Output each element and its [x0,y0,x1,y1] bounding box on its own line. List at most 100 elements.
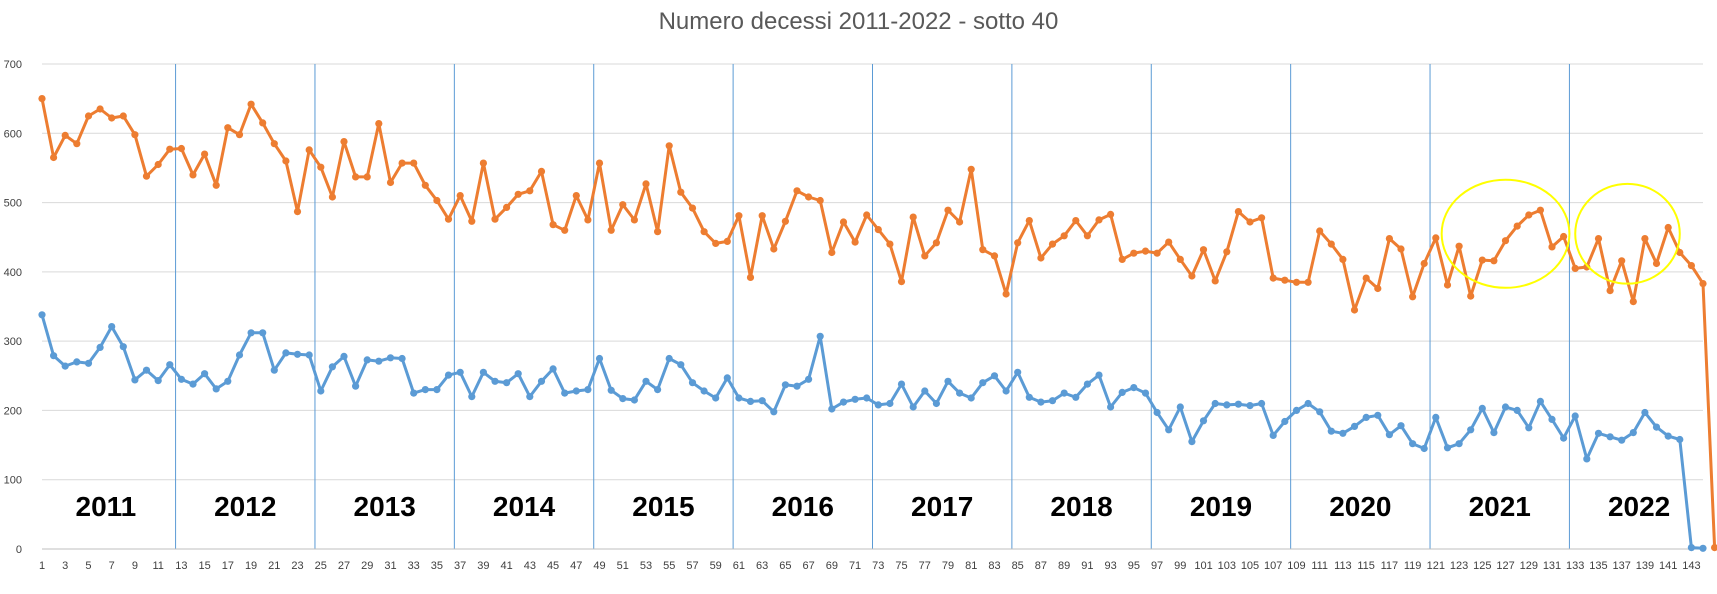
data-point [1606,433,1614,441]
y-tick-label: 700 [4,59,22,71]
x-tick-label: 47 [570,560,582,572]
data-point [1060,389,1068,397]
x-tick-label: 59 [710,560,722,572]
data-point [1583,263,1591,271]
data-point [828,248,836,257]
data-point [456,368,464,376]
data-point [479,159,487,167]
data-point [1095,216,1103,224]
data-point [572,192,580,200]
data-point [1118,388,1126,396]
data-point [921,387,929,395]
data-point [677,188,685,196]
data-point [909,403,917,411]
data-point [398,159,406,167]
data-point [607,386,615,394]
data-point [1327,240,1335,248]
data-point [189,171,197,179]
data-point [1095,371,1103,379]
data-point [1629,298,1637,306]
data-point [839,398,848,406]
data-point [282,349,290,357]
data-point [595,354,604,363]
data-point [723,237,731,245]
data-point [909,213,917,221]
data-point [1316,408,1324,416]
x-tick-label: 117 [1381,560,1399,572]
data-point [630,396,639,404]
x-tick-label: 105 [1241,560,1259,572]
x-tick-label: 31 [384,560,396,572]
data-point [665,354,673,363]
data-point [363,173,371,181]
data-point [851,238,859,246]
data-point [398,354,406,363]
x-tick-label: 73 [872,560,884,572]
data-point [142,172,151,180]
data-point [1176,255,1184,263]
data-point [1478,404,1486,412]
year-label: 2014 [493,491,556,522]
data-point [654,228,662,236]
data-point [1304,278,1312,286]
x-tick-label: 75 [895,560,907,572]
x-tick-label: 119 [1404,560,1422,572]
data-point [746,273,755,281]
data-point [700,228,708,236]
data-point [1130,249,1138,257]
data-point [224,377,232,385]
x-tick-label: 103 [1218,560,1236,572]
data-point [712,394,720,402]
x-tick-label: 29 [361,560,373,572]
data-point [1687,262,1695,270]
data-point [305,146,313,154]
data-point [235,351,244,359]
data-point [305,351,313,359]
data-point [712,239,720,247]
data-point [874,226,882,234]
data-point [537,377,546,385]
x-tick-label: 33 [408,560,420,572]
data-point [526,393,534,401]
data-point [1153,249,1161,257]
data-point [526,187,534,195]
data-point [38,311,46,319]
chart-title: Numero decessi 2011-2022 - sotto 40 [658,8,1059,35]
data-point [503,203,511,211]
data-point [1664,223,1672,232]
data-point [1397,245,1405,253]
data-point [1664,432,1672,440]
year-label: 2018 [1050,491,1112,522]
data-point [1211,277,1219,285]
data-point [166,361,174,369]
x-tick-label: 11 [152,560,163,572]
x-tick-label: 125 [1473,560,1491,572]
data-point [1490,257,1498,265]
data-point [514,370,522,378]
data-point [642,180,650,188]
year-label: 2020 [1329,491,1391,522]
data-point [1362,413,1370,421]
year-label: 2022 [1608,491,1670,522]
data-point [328,363,336,371]
data-point [758,397,766,405]
year-label: 2016 [772,491,834,522]
data-point [665,142,673,150]
data-point [619,395,627,403]
data-point [1536,397,1544,405]
year-dividers [175,64,1570,549]
x-tick-label: 109 [1287,560,1305,572]
data-point [84,112,93,120]
data-point [1048,397,1057,405]
x-tick-label: 129 [1520,560,1538,572]
highlight-ellipse [1440,178,1571,289]
data-point [735,212,743,220]
x-tick-label: 65 [779,560,791,572]
data-point [688,204,697,212]
data-point [433,386,441,394]
data-point [863,394,871,402]
x-tick-label: 51 [617,560,629,572]
data-point [142,366,151,374]
data-point [1560,232,1568,241]
